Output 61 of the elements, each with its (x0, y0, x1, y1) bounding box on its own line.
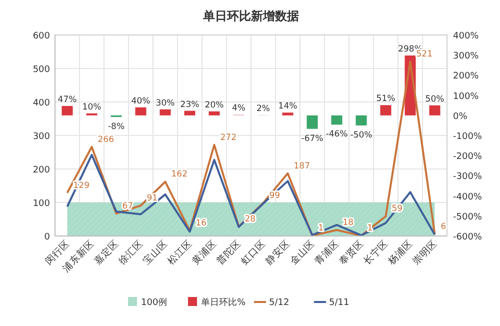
data-label: 6 (440, 222, 446, 232)
data-label: 4% (232, 104, 246, 114)
chart-title: 单日环比新增数据 (202, 9, 299, 23)
y2-tick-label: -400% (453, 192, 482, 202)
data-label: 40% (131, 96, 150, 106)
y2-tick-label: -100% (453, 132, 482, 142)
data-label: 67 (122, 202, 134, 212)
bar (282, 112, 294, 116)
y-tick-label: 100 (32, 199, 50, 209)
bar (380, 105, 392, 116)
legend-label: 100例 (141, 297, 168, 308)
bar (135, 107, 146, 116)
data-label: 30% (156, 98, 175, 108)
y2-tick-label: 300% (453, 52, 480, 62)
y2-tick-label: -600% (453, 232, 482, 242)
data-label: 187 (294, 161, 310, 172)
data-label: 14% (278, 102, 298, 112)
data-label: 1 (318, 224, 324, 234)
y-tick-label: 300 (32, 132, 50, 142)
data-label: 521 (416, 49, 432, 60)
data-label: 272 (220, 132, 236, 143)
data-label: 51% (376, 94, 396, 104)
y2-tick-label: 0% (453, 112, 468, 122)
data-label: 18 (342, 218, 354, 228)
data-label: -8% (108, 122, 125, 132)
bar (429, 105, 440, 116)
bar (160, 109, 171, 116)
bar (184, 110, 196, 116)
y-tick-label: 0 (44, 232, 50, 242)
y-tick-label: 200 (32, 166, 50, 176)
y-tick-label: 400 (32, 98, 50, 108)
legend-label: 单日环比% (201, 297, 246, 308)
data-label: 50% (425, 94, 444, 104)
data-label: 266 (98, 134, 114, 145)
y2-tick-label: -500% (453, 212, 482, 222)
bar (331, 115, 342, 125)
data-label: 1 (367, 224, 373, 234)
y-tick-label: 500 (32, 65, 50, 75)
bar (208, 111, 220, 116)
legend-label: 5/11 (329, 298, 350, 308)
data-label: 10% (82, 102, 102, 112)
y2-tick-label: 200% (453, 72, 480, 82)
data-label: 47% (58, 94, 77, 105)
y2-tick-label: -200% (453, 152, 482, 162)
y-tick-label: 600 (32, 32, 50, 42)
data-label: -50% (350, 130, 372, 140)
y2-tick-label: 400% (453, 32, 480, 42)
data-label: -46% (326, 130, 348, 140)
data-label: 162 (171, 170, 188, 180)
bar (356, 115, 367, 126)
data-label: -67% (301, 134, 324, 144)
y2-tick-label: -300% (453, 172, 482, 182)
y2-tick-label: 100% (453, 92, 480, 102)
legend-label: 5/12 (269, 298, 290, 308)
data-label: 2% (256, 104, 270, 114)
bar (62, 106, 73, 116)
bar (306, 115, 318, 129)
data-label: 16 (196, 218, 207, 229)
data-label: 23% (180, 100, 200, 110)
data-label: 20% (204, 100, 224, 110)
line-series (66, 154, 436, 236)
